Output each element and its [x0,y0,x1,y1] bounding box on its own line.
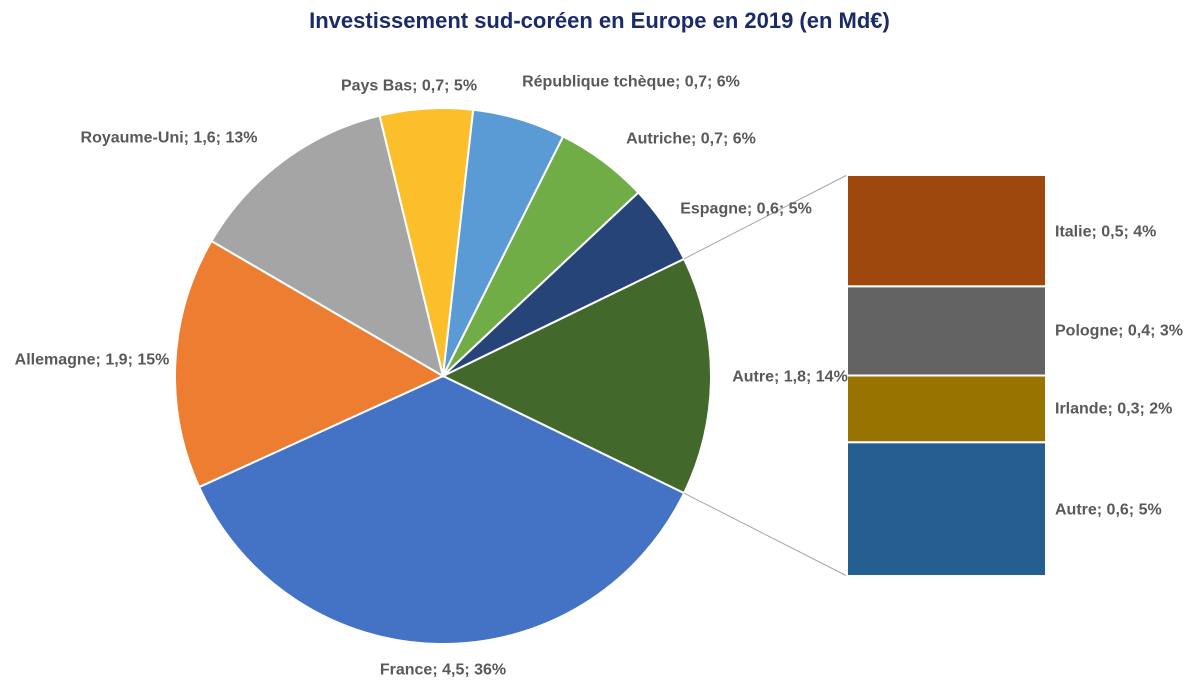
data-label-pologne: Pologne; 0,4; 3% [1055,322,1184,340]
bar-segment-autre [846,441,1047,578]
pie-slice-autre [440,257,713,495]
data-label-pays-bas: Pays Bas; 0,7; 5% [340,77,478,95]
pie-slice-france [197,374,686,645]
data-label-italie: Italie; 0,5; 4% [1055,223,1157,241]
bar-segment-irlande [846,374,1047,444]
data-label-autre-detail: Autre; 0,6; 5% [1055,501,1162,519]
data-label-irlande: Irlande; 0,3; 2% [1055,400,1173,418]
pie-slice-royaume-uni [210,114,445,379]
data-label-allemagne: Allemagne; 1,9; 15% [14,351,170,369]
connector-line-bottom [683,492,848,577]
pie-slice-allemagne [174,239,446,489]
bar-segment-pologne [846,285,1047,377]
connector-line-top [683,174,848,260]
data-label-royaume-uni: Royaume-Uni; 1,6; 13% [80,129,258,147]
chart-title: Investissement sud-coréen en Europe en 2… [309,8,890,33]
data-label-republique-tcheque: République tchèque; 0,7; 6% [522,73,740,91]
data-label-autre: Autre; 1,8; 14% [732,368,848,386]
data-label-autriche: Autriche; 0,7; 6% [626,130,756,148]
bar-segment-italie [846,174,1047,288]
data-label-espagne: Espagne; 0,6; 5% [680,200,812,218]
data-label-france: France; 4,5; 36% [379,661,507,679]
